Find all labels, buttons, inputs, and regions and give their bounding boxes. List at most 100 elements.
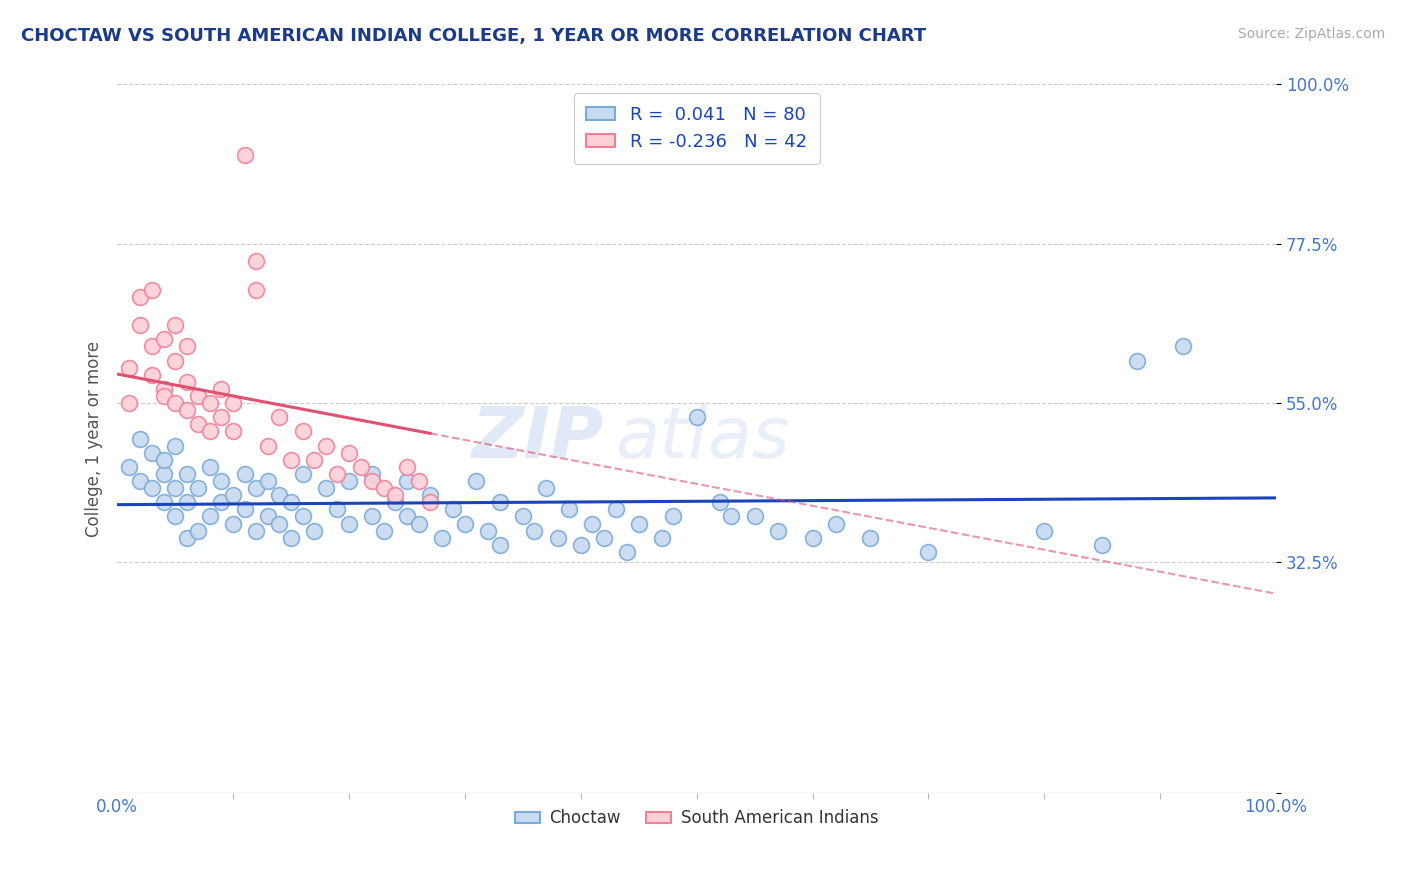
- Point: [211, 474, 233, 488]
- Point: [744, 509, 766, 524]
- Point: [198, 509, 221, 524]
- Point: [373, 524, 395, 538]
- Point: [547, 531, 569, 545]
- Point: [419, 495, 441, 509]
- Point: [523, 524, 546, 538]
- Point: [395, 509, 418, 524]
- Point: [373, 481, 395, 495]
- Point: [384, 488, 406, 502]
- Point: [141, 368, 163, 382]
- Point: [198, 459, 221, 474]
- Point: [141, 481, 163, 495]
- Point: [152, 467, 174, 481]
- Point: [187, 524, 209, 538]
- Point: [222, 516, 245, 531]
- Point: [233, 148, 256, 162]
- Text: ZIP: ZIP: [471, 404, 605, 473]
- Point: [152, 495, 174, 509]
- Point: [302, 524, 325, 538]
- Point: [454, 516, 477, 531]
- Point: [269, 410, 291, 425]
- Point: [211, 382, 233, 396]
- Point: [1033, 524, 1056, 538]
- Point: [257, 509, 280, 524]
- Point: [801, 531, 824, 545]
- Point: [280, 531, 302, 545]
- Point: [616, 545, 638, 559]
- Point: [337, 516, 360, 531]
- Point: [395, 474, 418, 488]
- Point: [558, 502, 581, 516]
- Point: [408, 474, 430, 488]
- Point: [129, 290, 152, 304]
- Point: [245, 524, 267, 538]
- Point: [165, 439, 187, 453]
- Point: [211, 495, 233, 509]
- Point: [280, 452, 302, 467]
- Point: [129, 432, 152, 446]
- Point: [141, 339, 163, 353]
- Point: [152, 452, 174, 467]
- Point: [222, 396, 245, 410]
- Point: [349, 459, 371, 474]
- Point: [280, 495, 302, 509]
- Point: [291, 425, 314, 439]
- Point: [176, 339, 198, 353]
- Point: [917, 545, 939, 559]
- Point: [257, 474, 280, 488]
- Y-axis label: College, 1 year or more: College, 1 year or more: [86, 341, 103, 537]
- Point: [118, 396, 141, 410]
- Point: [187, 417, 209, 432]
- Point: [685, 410, 707, 425]
- Point: [569, 538, 592, 552]
- Point: [593, 531, 616, 545]
- Point: [152, 382, 174, 396]
- Point: [766, 524, 789, 538]
- Point: [326, 467, 349, 481]
- Point: [245, 254, 267, 268]
- Point: [326, 502, 349, 516]
- Point: [395, 459, 418, 474]
- Point: [627, 516, 650, 531]
- Point: [477, 524, 499, 538]
- Point: [419, 488, 441, 502]
- Point: [384, 495, 406, 509]
- Point: [165, 318, 187, 333]
- Point: [488, 495, 510, 509]
- Point: [488, 538, 510, 552]
- Point: [129, 474, 152, 488]
- Point: [176, 531, 198, 545]
- Point: [269, 488, 291, 502]
- Point: [269, 516, 291, 531]
- Point: [118, 459, 141, 474]
- Point: [534, 481, 557, 495]
- Point: [118, 360, 141, 375]
- Point: [176, 467, 198, 481]
- Point: [302, 452, 325, 467]
- Point: [291, 509, 314, 524]
- Point: [465, 474, 488, 488]
- Point: [512, 509, 534, 524]
- Point: [361, 467, 384, 481]
- Point: [187, 389, 209, 403]
- Point: [176, 403, 198, 417]
- Point: [1091, 538, 1114, 552]
- Point: [859, 531, 882, 545]
- Text: CHOCTAW VS SOUTH AMERICAN INDIAN COLLEGE, 1 YEAR OR MORE CORRELATION CHART: CHOCTAW VS SOUTH AMERICAN INDIAN COLLEGE…: [21, 27, 927, 45]
- Point: [651, 531, 673, 545]
- Point: [165, 481, 187, 495]
- Point: [198, 425, 221, 439]
- Point: [245, 481, 267, 495]
- Point: [165, 396, 187, 410]
- Point: [337, 474, 360, 488]
- Point: [605, 502, 627, 516]
- Point: [222, 425, 245, 439]
- Point: [211, 410, 233, 425]
- Point: [291, 467, 314, 481]
- Point: [233, 467, 256, 481]
- Point: [141, 446, 163, 460]
- Point: [1173, 339, 1195, 353]
- Point: [245, 283, 267, 297]
- Point: [709, 495, 731, 509]
- Point: [824, 516, 846, 531]
